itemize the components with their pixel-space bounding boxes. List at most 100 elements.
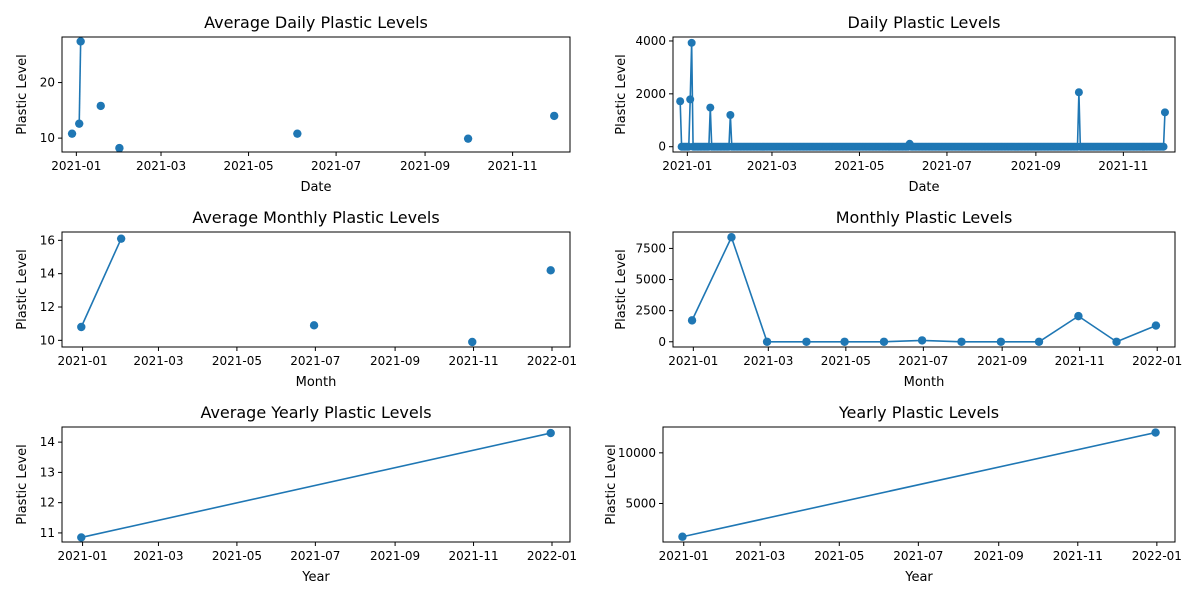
y-axis-label: Plastic Level bbox=[15, 54, 30, 135]
x-tick-label: 2021-05 bbox=[834, 159, 884, 173]
x-tick-label: 2022-01 bbox=[527, 549, 577, 563]
chart-2: Daily Plastic Levels 2021-01 2021-03 2021-0… bbox=[614, 13, 1176, 195]
data-point bbox=[917, 336, 927, 345]
data-point bbox=[546, 428, 555, 438]
x-tick-label: 2021-07 bbox=[898, 354, 948, 368]
x-tick-label: 2021-03 bbox=[747, 159, 797, 173]
y-tick-label: 12 bbox=[40, 496, 55, 510]
x-tick-label: 2021-09 bbox=[1011, 159, 1061, 173]
y-tick-label: 10 bbox=[40, 333, 55, 347]
data-point bbox=[546, 266, 555, 275]
x-tick-label: 2021-09 bbox=[370, 354, 420, 368]
y-tick-label: 11 bbox=[40, 526, 55, 540]
x-axis-label: Date bbox=[908, 180, 939, 195]
y-axis-label: Plastic Level bbox=[15, 249, 30, 330]
x-tick-label: 2021-07 bbox=[290, 354, 340, 368]
y-tick-label: 20 bbox=[40, 76, 55, 90]
x-tick-label: 2021-05 bbox=[814, 549, 864, 563]
x-tick-label: 2021-03 bbox=[133, 549, 183, 563]
data-point bbox=[116, 234, 126, 243]
y-tick-label: 4000 bbox=[635, 34, 666, 48]
plot-frame bbox=[61, 36, 571, 153]
x-tick-label: 2021-09 bbox=[974, 549, 1024, 563]
x-tick-label: 2021-07 bbox=[290, 549, 340, 563]
data-point bbox=[1074, 88, 1083, 97]
plot-frame bbox=[662, 426, 1176, 543]
y-tick-label: 12 bbox=[40, 300, 55, 314]
series bbox=[77, 428, 555, 542]
y-tick-label: 0 bbox=[658, 335, 666, 349]
data-point bbox=[76, 37, 85, 46]
x-tick-label: 2021-03 bbox=[743, 354, 793, 368]
x-tick-label: 2022-01 bbox=[1132, 354, 1182, 368]
x-tick-label: 2021-05 bbox=[212, 549, 262, 563]
chart-6: Yearly Plastic Levels 2021-01 2021-03 2021-… bbox=[604, 403, 1182, 585]
x-tick-label: 2021-11 bbox=[1053, 549, 1103, 563]
chart-title: Average Yearly Plastic Levels bbox=[200, 403, 431, 422]
y-axis-label: Plastic Level bbox=[614, 249, 629, 330]
chart-title: Average Daily Plastic Levels bbox=[204, 13, 428, 32]
data-point bbox=[957, 337, 966, 346]
data-point bbox=[762, 337, 772, 346]
data-point bbox=[75, 119, 84, 128]
data-point bbox=[1151, 321, 1161, 330]
x-tick-label: 2021-05 bbox=[212, 354, 262, 368]
data-point bbox=[550, 111, 559, 121]
y-tick-label: 5000 bbox=[635, 273, 666, 287]
y-tick-label: 7500 bbox=[635, 241, 666, 255]
x-tick-label: 2021-01 bbox=[58, 549, 108, 563]
data-point bbox=[706, 103, 715, 112]
x-tick-label: 2021-01 bbox=[51, 159, 101, 173]
series bbox=[678, 428, 1160, 541]
data-point bbox=[309, 321, 319, 330]
x-tick-label: 2021-11 bbox=[448, 354, 498, 368]
y-tick-label: 5000 bbox=[625, 496, 656, 510]
data-point bbox=[96, 101, 105, 111]
data-point bbox=[687, 38, 696, 47]
data-point bbox=[1160, 108, 1169, 117]
series bbox=[67, 37, 559, 153]
x-tick-label: 2021-03 bbox=[133, 354, 183, 368]
x-tick-label: 2021-11 bbox=[488, 159, 538, 173]
data-point bbox=[468, 337, 477, 347]
data-point bbox=[463, 134, 473, 143]
x-tick-label: 2021-09 bbox=[977, 354, 1027, 368]
series bbox=[687, 233, 1161, 346]
y-tick-label: 13 bbox=[40, 465, 55, 479]
x-tick-label: 2021-03 bbox=[735, 549, 785, 563]
x-tick-label: 2021-07 bbox=[922, 159, 972, 173]
series-line bbox=[682, 431, 1156, 538]
data-point bbox=[1159, 142, 1168, 151]
x-tick-label: 2021-01 bbox=[659, 549, 709, 563]
x-axis-label: Year bbox=[904, 570, 933, 585]
plot-frame bbox=[672, 36, 1176, 153]
series-line bbox=[679, 42, 1166, 148]
data-point bbox=[686, 95, 695, 104]
y-tick-label: 14 bbox=[40, 435, 55, 449]
y-tick-label: 16 bbox=[40, 233, 55, 247]
x-tick-label: 2021-01 bbox=[662, 159, 712, 173]
chart-5: Average Yearly Plastic Levels 2021-01 2021… bbox=[15, 403, 577, 585]
y-tick-label: 2000 bbox=[635, 87, 666, 101]
x-tick-label: 2021-11 bbox=[448, 549, 498, 563]
series bbox=[77, 234, 555, 347]
plot-frame bbox=[672, 231, 1176, 348]
data-point bbox=[727, 233, 736, 242]
x-tick-label: 2021-05 bbox=[821, 354, 871, 368]
data-point bbox=[77, 533, 86, 542]
data-point bbox=[840, 337, 849, 346]
data-point bbox=[1074, 311, 1083, 321]
plot-frame bbox=[61, 231, 571, 348]
y-tick-label: 2500 bbox=[635, 304, 666, 318]
data-point bbox=[1034, 337, 1044, 346]
x-tick-label: 2021-07 bbox=[893, 549, 943, 563]
data-point bbox=[676, 97, 685, 106]
data-point bbox=[1151, 428, 1160, 437]
chart-3: Average Monthly Plastic Levels 2021-01 202… bbox=[15, 208, 577, 390]
y-tick-label: 0 bbox=[658, 140, 666, 154]
data-point bbox=[67, 129, 77, 138]
chart-4: Monthly Plastic Levels 2021-01 2021-03 2021… bbox=[614, 208, 1182, 390]
x-tick-label: 2022-01 bbox=[527, 354, 577, 368]
chart-title: Yearly Plastic Levels bbox=[838, 403, 999, 422]
